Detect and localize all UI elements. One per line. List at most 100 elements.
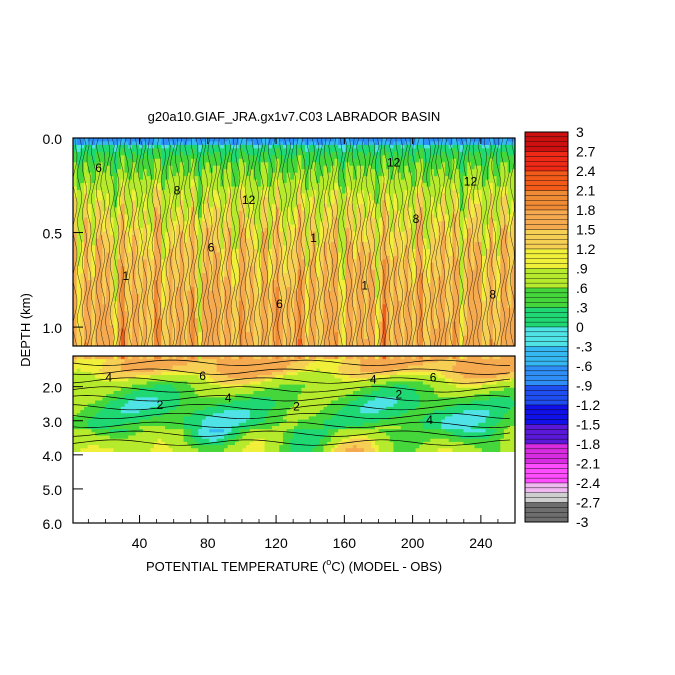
upper-field-cell [249, 183, 255, 188]
upper-field-cell [271, 235, 277, 240]
upper-field-cell [190, 245, 196, 250]
upper-field-cell [430, 162, 435, 167]
upper-field-cell [459, 155, 465, 160]
upper-field-cell [231, 200, 236, 205]
upper-field-cell [76, 221, 81, 226]
upper-field-cell [419, 186, 424, 191]
upper-field-cell [316, 224, 321, 229]
upper-field-cell [441, 231, 446, 236]
upper-field-cell [80, 245, 85, 250]
upper-field-cell [419, 141, 424, 146]
upper-field-cell [452, 214, 457, 219]
upper-field-cell [433, 217, 439, 222]
upper-field-cell [467, 196, 472, 201]
upper-field-cell [84, 176, 89, 181]
upper-field-cell [124, 269, 129, 274]
upper-field-cell [157, 248, 162, 253]
upper-field-cell [367, 235, 372, 240]
upper-field-cell [194, 193, 199, 198]
upper-field-cell [246, 262, 251, 267]
upper-field-cell [419, 255, 424, 260]
upper-field-cell [470, 259, 476, 264]
upper-field-cell [95, 138, 100, 143]
upper-field-cell [334, 266, 339, 271]
upper-field-cell [445, 165, 450, 170]
upper-field-cell [231, 151, 236, 156]
upper-field-cell [117, 207, 122, 212]
upper-field-cell [231, 259, 236, 264]
upper-field-cell [106, 172, 111, 177]
upper-field-cell [117, 186, 122, 191]
upper-field-cell [268, 144, 273, 149]
upper-field-cell [356, 151, 361, 156]
upper-field-cell [363, 138, 369, 143]
upper-field-cell [235, 210, 240, 215]
upper-field-cell [106, 252, 111, 257]
upper-field-cell [209, 196, 214, 201]
upper-field-cell [102, 186, 107, 191]
upper-field-cell [360, 235, 365, 240]
upper-field-cell [349, 141, 354, 146]
upper-field-cell [345, 262, 350, 267]
upper-field-cell [165, 138, 170, 143]
upper-field-cell [408, 276, 413, 281]
upper-field-cell [341, 151, 347, 156]
upper-field-cell [216, 162, 221, 167]
upper-field-cell [474, 148, 479, 153]
upper-field-cell [161, 273, 166, 278]
upper-field-cell [157, 221, 162, 226]
upper-field-cell [345, 144, 350, 149]
upper-field-cell [190, 221, 196, 226]
upper-field-cell [382, 231, 387, 236]
upper-field-cell [117, 210, 122, 215]
upper-field-cell [411, 235, 417, 240]
upper-field-cell [231, 196, 236, 201]
upper-field-cell [275, 169, 280, 174]
upper-field-cell [389, 207, 395, 212]
upper-field-cell [161, 183, 166, 188]
upper-field-cell [294, 203, 299, 208]
upper-field-cell [264, 138, 269, 143]
upper-field-cell [205, 203, 210, 208]
upper-field-cell [496, 269, 501, 274]
upper-field-cell [260, 210, 266, 215]
upper-field-cell [389, 138, 395, 143]
upper-field-cell [224, 179, 229, 184]
upper-field-cell [408, 214, 413, 219]
upper-field-cell [131, 179, 137, 184]
upper-field-cell [268, 262, 273, 267]
upper-field-cell [172, 172, 177, 177]
upper-field-cell [467, 148, 472, 153]
upper-field-cell [367, 151, 372, 156]
upper-field-cell [397, 238, 402, 243]
upper-field-cell [367, 228, 372, 233]
upper-field-cell [84, 155, 89, 160]
upper-field-cell [352, 269, 358, 274]
upper-field-cell [334, 144, 339, 149]
upper-field-cell [338, 228, 343, 233]
upper-field-cell [437, 214, 442, 219]
upper-field-cell [426, 262, 431, 267]
upper-field-cell [378, 144, 383, 149]
upper-field-cell [496, 248, 501, 253]
upper-field-cell [246, 238, 251, 243]
upper-field-cell [356, 210, 361, 215]
upper-field-cell [113, 196, 118, 201]
upper-field-cell [271, 248, 277, 253]
upper-field-cell [109, 183, 115, 188]
upper-field-cell [91, 196, 96, 201]
upper-field-cell [235, 224, 240, 229]
upper-field-cell [290, 190, 295, 195]
upper-field-cell [441, 221, 446, 226]
upper-field-cell [216, 245, 221, 250]
upper-field-cell [349, 221, 354, 226]
upper-field-cell [485, 269, 490, 274]
upper-field-cell [327, 269, 332, 274]
upper-field-cell [404, 273, 409, 278]
upper-field-cell [271, 186, 277, 191]
upper-field-cell [386, 217, 391, 222]
upper-field-cell [386, 228, 391, 233]
upper-field-cell [264, 252, 269, 257]
upper-field-cell [297, 141, 302, 146]
upper-field-cell [408, 151, 413, 156]
